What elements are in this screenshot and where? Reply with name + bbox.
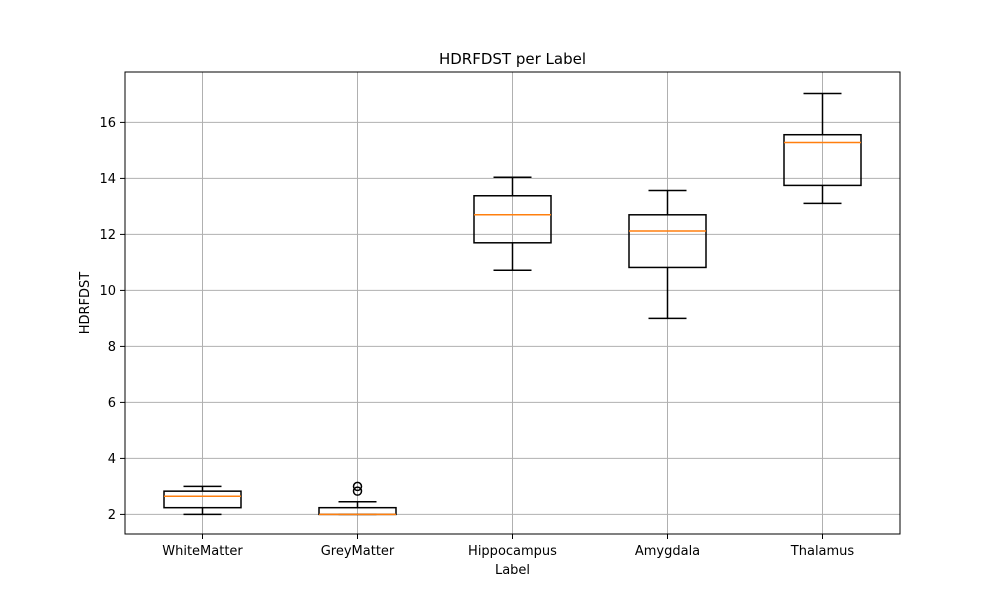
x-axis-label: Label <box>495 563 530 578</box>
y-tick-label: 2 <box>108 508 116 523</box>
y-tick-label: 6 <box>108 396 116 411</box>
x-tick-label: WhiteMatter <box>162 544 243 559</box>
outlier-point <box>352 486 363 496</box>
y-axis-label: HDRFDST <box>78 272 93 335</box>
y-tick-label: 14 <box>99 172 116 187</box>
y-tick-label: 10 <box>99 284 116 299</box>
box-thalamus <box>783 92 862 205</box>
grid <box>125 72 900 534</box>
box-hippocampus <box>473 176 552 271</box>
box-amygdala <box>628 189 707 320</box>
iqr-box <box>783 133 862 187</box>
x-tick-label: Hippocampus <box>468 544 557 559</box>
box-whitematter <box>163 485 242 516</box>
y-tick-label: 12 <box>99 228 116 243</box>
iqr-box <box>473 195 552 244</box>
boxes <box>163 92 862 516</box>
y-tick-label: 16 <box>99 116 116 131</box>
y-tick-label: 4 <box>108 452 116 467</box>
iqr-box <box>628 214 707 269</box>
outlier-point <box>352 481 363 492</box>
iqr-box <box>163 490 242 509</box>
x-tick-label: Amygdala <box>635 544 700 559</box>
x-tick-label: GreyMatter <box>321 544 395 559</box>
chart-title: HDRFDST per Label <box>439 50 586 68</box>
y-tick-label: 8 <box>108 340 116 355</box>
x-tick-label: Thalamus <box>790 544 855 559</box>
box-greymatter <box>318 481 397 516</box>
ticks: 2 4 6 8 10 12 14 16 WhiteMatter GreyMatter Hippoca… <box>99 116 854 559</box>
